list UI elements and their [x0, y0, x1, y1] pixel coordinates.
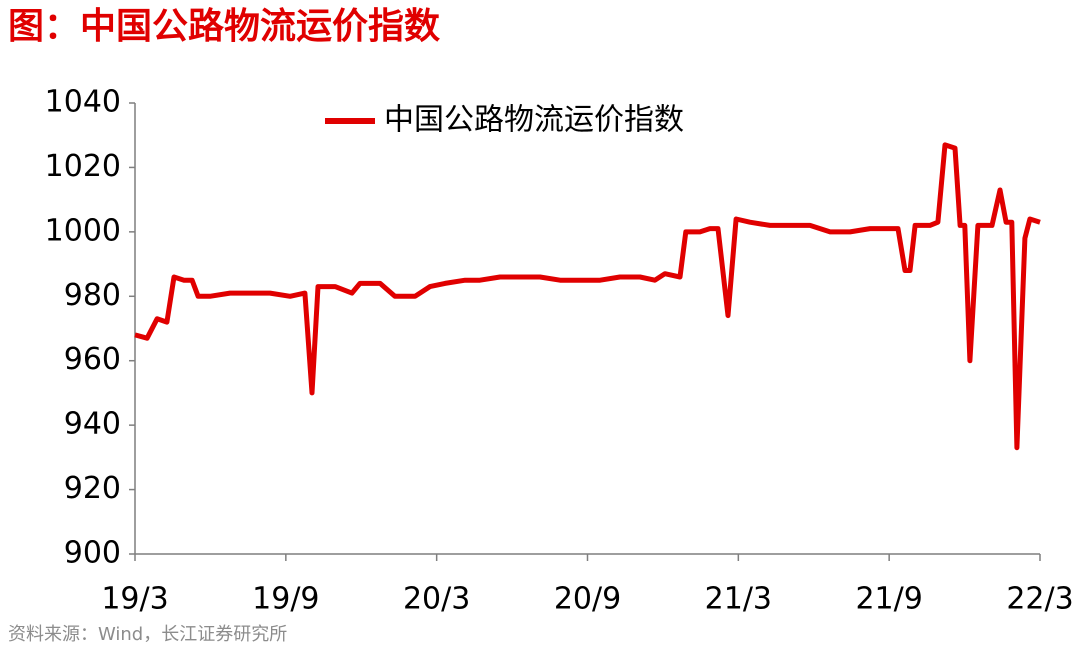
y-tick-label: 920	[64, 471, 121, 506]
y-tick-label: 1040	[45, 85, 121, 120]
y-tick-label: 980	[64, 278, 121, 313]
x-tick-label: 20/9	[554, 582, 621, 617]
x-tick-label: 19/9	[252, 582, 319, 617]
data-line	[134, 142, 1041, 451]
y-tick-label: 1000	[45, 213, 121, 248]
y-tick-label: 1020	[45, 149, 121, 184]
x-tick-label: 21/3	[705, 582, 772, 617]
y-tick-label: 940	[64, 407, 121, 442]
y-tick-label: 960	[64, 342, 121, 377]
chart-title: 图：中国公路物流运价指数	[8, 6, 440, 47]
x-tick-label: 21/9	[855, 582, 922, 617]
x-tick-label: 19/3	[101, 582, 168, 617]
legend-label: 中国公路物流运价指数	[384, 103, 684, 138]
x-tick-label: 20/3	[403, 582, 470, 617]
x-tick-label: 22/3	[1006, 582, 1073, 617]
y-tick-label: 900	[64, 536, 121, 571]
source-note: 资料来源：Wind，长江证券研究所	[8, 624, 287, 645]
